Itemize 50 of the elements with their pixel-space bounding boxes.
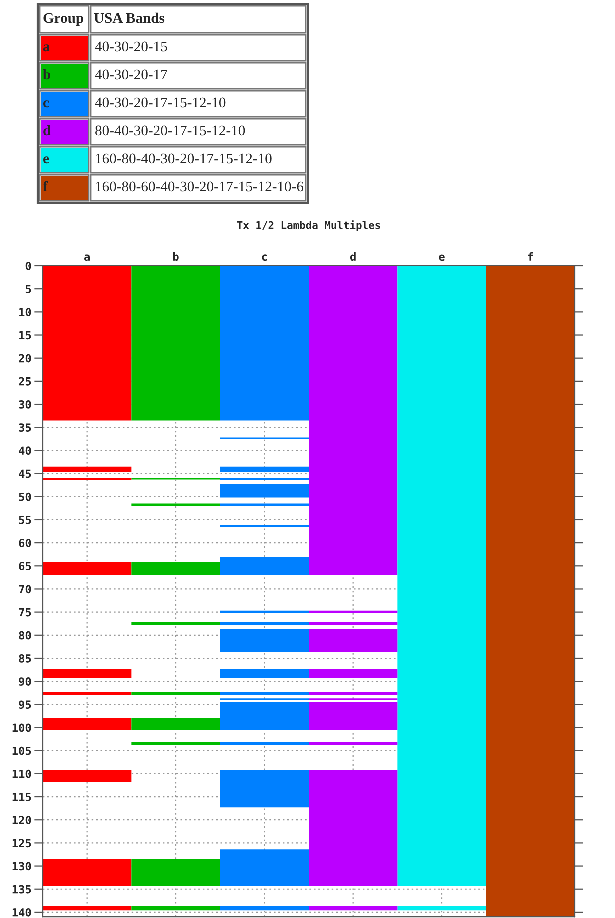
- y-tick-label: 60: [19, 539, 32, 548]
- text: USA Bands: [94, 12, 165, 24]
- x-tick-label: d: [350, 252, 356, 262]
- y-tick-label: 125: [12, 839, 32, 848]
- y-tick-label: 15: [20, 331, 32, 340]
- y-tick-label: 120: [12, 816, 32, 824]
- y-tick-label: 30: [19, 400, 32, 409]
- y-tick-label: 35: [19, 424, 32, 432]
- text: 80-40-30-20-17-15-12-10: [96, 126, 246, 136]
- y-tick-label: 10: [20, 308, 32, 317]
- y-tick-label: 140: [12, 908, 32, 917]
- y-tick-label: 85: [19, 654, 32, 663]
- chart-title: Tx 1/2 Lambda Multiples: [237, 220, 380, 232]
- category-label: d: [44, 125, 51, 136]
- y-tick-label: 70: [19, 585, 32, 594]
- y-tick-label: 40: [19, 446, 32, 456]
- y-tick-label: 105: [12, 746, 32, 756]
- y-tick-label: 45: [19, 470, 32, 478]
- category-label: b: [43, 69, 51, 80]
- category-label: f: [43, 181, 48, 192]
- y-tick-label: 130: [12, 862, 32, 871]
- y-tick-label: 5: [26, 285, 32, 294]
- text: 160-80-40-30-20-17-15-12-10: [96, 154, 272, 164]
- y-tick-label: 90: [19, 678, 32, 686]
- text: 160-80-60-40-30-20-17-15-12-10-6: [96, 182, 304, 192]
- text: 40-30-20-17: [95, 70, 168, 80]
- y-tick-label: 0: [26, 262, 32, 270]
- x-tick-label: f: [528, 252, 534, 261]
- y-tick-label: 75: [19, 608, 32, 617]
- y-tick-label: 95: [19, 700, 32, 710]
- text: Group: [44, 13, 84, 26]
- text: 40-30-20-17-15-12-10: [95, 98, 226, 108]
- x-tick-label: e: [439, 254, 445, 262]
- y-tick-label: 20: [19, 354, 32, 363]
- y-tick-label: 110: [12, 770, 32, 778]
- y-tick-label: 100: [12, 724, 32, 732]
- y-tick-label: 25: [19, 377, 32, 386]
- y-tick-label: 50: [19, 492, 32, 502]
- y-tick-label: 80: [19, 631, 32, 640]
- category-label: a: [43, 44, 50, 52]
- y-tick-label: 115: [12, 793, 32, 802]
- text: 40-30-20-15: [95, 42, 168, 52]
- y-tick-label: 55: [19, 516, 32, 524]
- y-tick-label: 65: [19, 562, 32, 571]
- x-tick-label: b: [173, 252, 179, 262]
- category-label: c: [44, 100, 50, 108]
- x-tick-label: c: [262, 254, 268, 262]
- y-tick-label: 135: [12, 885, 32, 894]
- category-label: e: [44, 156, 50, 164]
- x-tick-label: a: [84, 254, 90, 262]
